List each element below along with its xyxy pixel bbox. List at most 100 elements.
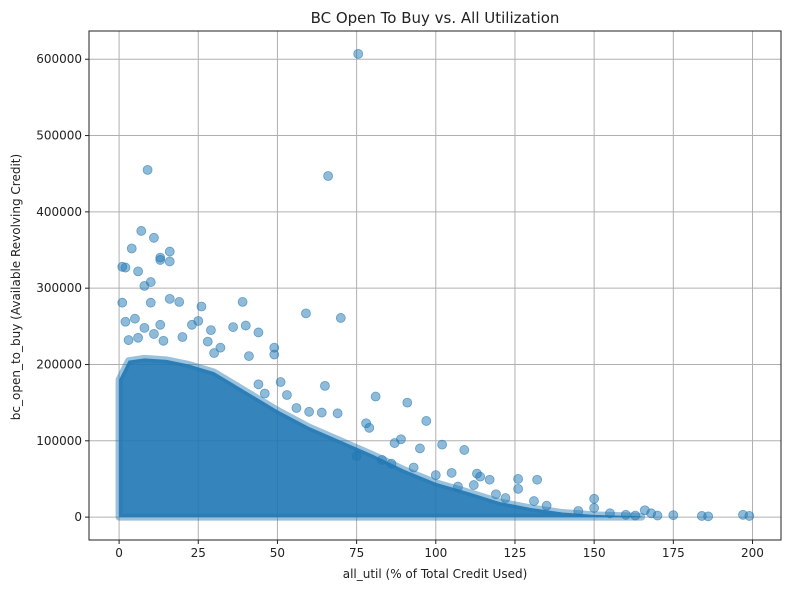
scatter-point xyxy=(541,500,552,511)
scatter-point xyxy=(620,509,631,520)
scatter-point xyxy=(202,336,213,347)
y-tick-label: 0 xyxy=(74,510,82,524)
scatter-point xyxy=(744,511,755,521)
scatter-point xyxy=(174,297,185,307)
scatter-point xyxy=(491,489,501,500)
scatter-point xyxy=(402,397,413,408)
x-tick-label: 125 xyxy=(504,546,527,560)
chart-title: BC Open To Buy vs. All Utilization xyxy=(311,9,560,27)
y-tick-label: 600000 xyxy=(36,52,82,66)
scatter-point xyxy=(589,503,600,513)
scatter-point xyxy=(240,320,251,331)
scatter-point xyxy=(126,243,137,254)
scatter-point xyxy=(164,293,175,304)
scatter-point xyxy=(259,388,270,399)
scatter-point xyxy=(158,335,169,346)
x-tick-label: 150 xyxy=(583,546,606,560)
scatter-point xyxy=(364,422,375,433)
scatter-point xyxy=(386,458,397,469)
scatter-point xyxy=(155,255,166,265)
scatter-point xyxy=(117,297,128,308)
scatter-point xyxy=(164,246,175,257)
scatter-point xyxy=(453,481,463,492)
scatter-point xyxy=(133,332,143,343)
scatter-point xyxy=(275,377,286,387)
x-tick-label: 100 xyxy=(424,546,447,560)
scatter-point xyxy=(430,470,441,481)
scatter-point xyxy=(459,445,470,455)
x-tick-label: 200 xyxy=(741,546,764,560)
scatter-point xyxy=(253,327,264,338)
scatter-point xyxy=(437,439,448,450)
scatter-point xyxy=(187,319,197,330)
scatter-point xyxy=(139,322,150,333)
scatter-point xyxy=(269,349,280,360)
axes-frame xyxy=(88,30,782,541)
scatter-point xyxy=(513,474,524,484)
scatter-point xyxy=(206,325,216,336)
scatter-point xyxy=(421,416,432,426)
x-axis-label: all_util (% of Total Credit Used) xyxy=(343,567,528,581)
scatter-point xyxy=(253,379,264,390)
scatter-point xyxy=(244,351,254,361)
x-tick-label: 25 xyxy=(191,546,206,560)
scatter-point xyxy=(377,454,387,465)
scatter-point xyxy=(155,319,166,330)
x-tick-label: 0 xyxy=(115,546,123,560)
x-tick-label: 50 xyxy=(270,546,285,560)
scatter-point xyxy=(196,301,207,312)
scatter-point xyxy=(500,493,511,503)
scatter-point xyxy=(529,496,539,506)
scatter-point xyxy=(145,297,156,308)
scatter-point xyxy=(389,438,400,448)
plot-area xyxy=(115,48,755,522)
scatter-point xyxy=(136,226,147,236)
scatter-point xyxy=(513,483,524,494)
scatter-point xyxy=(703,511,714,522)
y-axis-label: bc_open_to_buy (Available Revolving Cred… xyxy=(9,154,23,420)
scatter-point xyxy=(668,510,679,521)
scatter-point xyxy=(316,407,327,418)
scatter-point xyxy=(475,471,486,482)
x-tick-label: 75 xyxy=(349,546,364,560)
scatter-point xyxy=(123,335,134,345)
scatter-point xyxy=(323,171,334,181)
scatter-point xyxy=(332,408,343,419)
x-tick-label: 175 xyxy=(662,546,685,560)
scatter-point xyxy=(351,451,362,461)
scatter-point xyxy=(573,506,584,516)
scatter-point xyxy=(652,510,663,521)
scatter-point xyxy=(120,262,131,273)
scatter-point xyxy=(139,280,150,291)
scatter-point xyxy=(130,313,140,324)
scatter-point xyxy=(532,474,543,485)
scatter-point xyxy=(133,266,143,277)
y-tick-label: 400000 xyxy=(36,205,82,219)
y-tick-label: 500000 xyxy=(36,129,82,143)
y-tick-label: 300000 xyxy=(36,281,82,295)
scatter-point xyxy=(164,256,175,267)
scatter-point xyxy=(353,48,364,59)
scatter-point xyxy=(228,322,239,332)
scatter-point xyxy=(415,443,425,454)
scatter-point xyxy=(120,316,131,327)
y-tick-label: 100000 xyxy=(36,434,82,448)
scatter-point xyxy=(177,332,188,342)
scatter-point xyxy=(215,342,226,353)
scatter-point xyxy=(630,510,641,521)
scatter-point xyxy=(304,406,315,417)
scatter-point xyxy=(446,467,457,478)
scatter-point xyxy=(370,391,381,402)
scatter-point xyxy=(408,462,419,473)
y-axis: 0 100000 200000 300000 400000 500000 600000 xyxy=(36,52,89,524)
y-tick-label: 200000 xyxy=(36,357,82,371)
scatter-point xyxy=(605,508,615,519)
x-axis: 0 25 50 75 100 125 150 175 200 xyxy=(115,540,764,560)
scatter-point xyxy=(468,480,479,490)
scatter-point xyxy=(589,493,600,504)
scatter-point xyxy=(282,390,292,400)
scatter-point xyxy=(209,348,219,358)
scatter-point xyxy=(149,232,159,243)
scatter-point xyxy=(484,474,495,485)
